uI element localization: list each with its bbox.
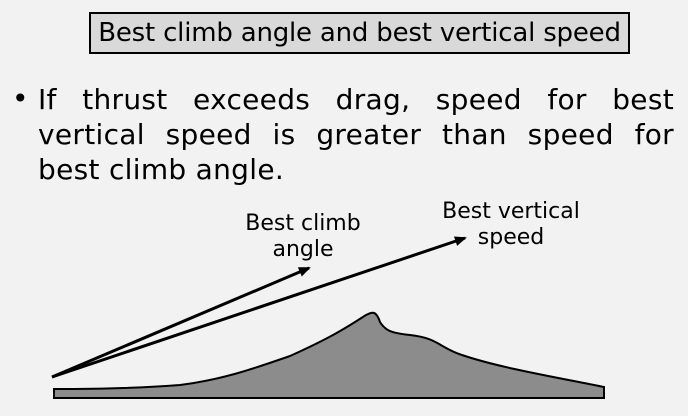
best-climb-angle-arrow (51, 266, 311, 379)
best-climb-angle-label-line2: angle (272, 237, 333, 262)
bullet-dot: • (12, 82, 29, 115)
slide-title: Best climb angle and best vertical speed (98, 18, 621, 48)
bullet-block: • If thrust exceeds drag, speed for best… (12, 78, 676, 188)
bullet-text: If thrust exceeds drag, speed for best v… (38, 83, 674, 186)
terrain-mountain (53, 311, 605, 399)
best-vertical-speed-label-line2: speed (478, 225, 544, 250)
title-box: Best climb angle and best vertical speed (89, 12, 630, 54)
best-vertical-speed-arrow (51, 236, 467, 379)
best-climb-angle-label-line1: Best climb (245, 211, 360, 236)
best-vertical-speed-label-line1: Best vertical (442, 199, 580, 224)
